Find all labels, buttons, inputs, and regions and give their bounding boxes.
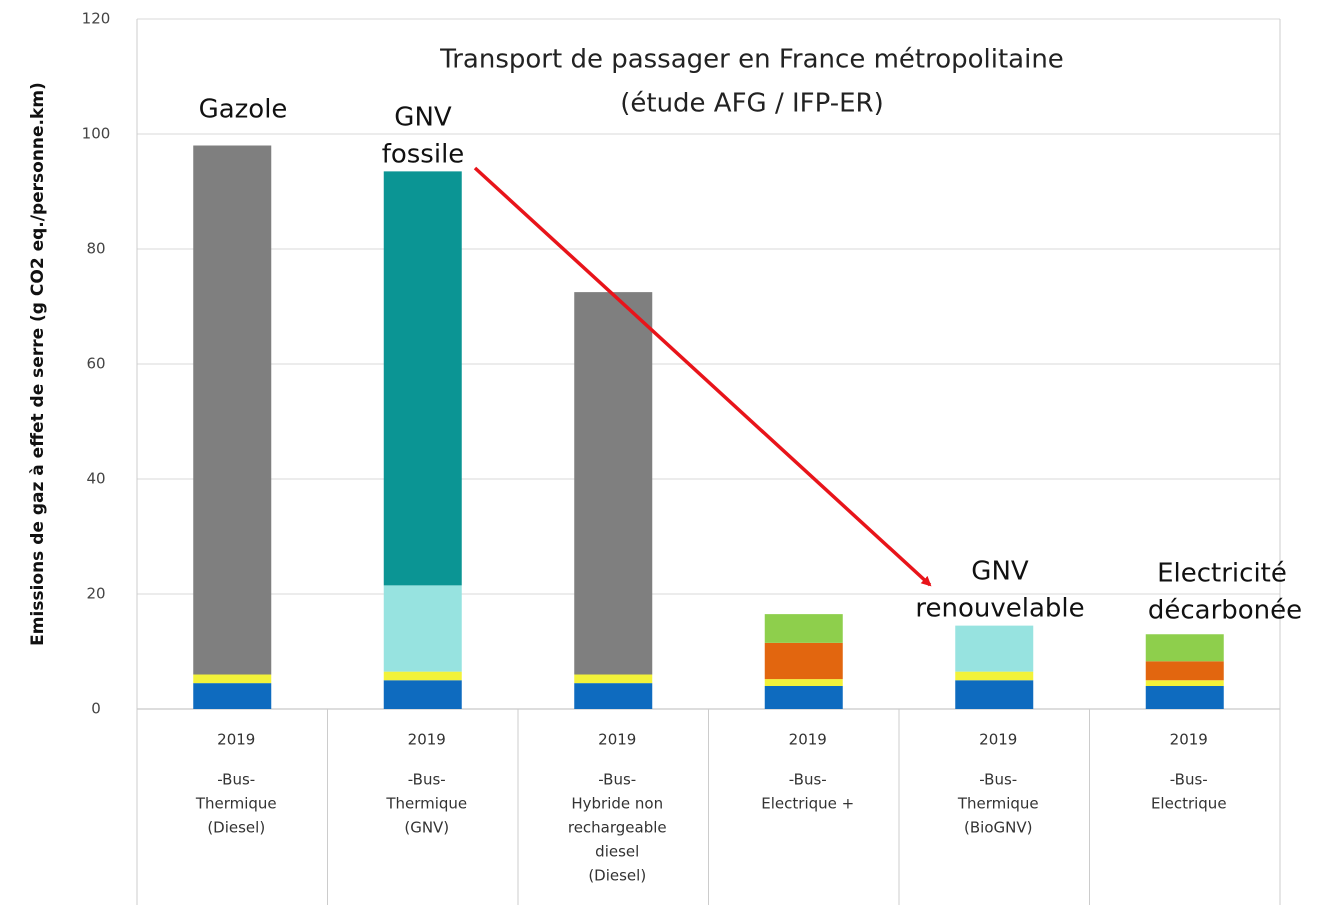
bar-segment [574, 674, 653, 684]
bar-segment [383, 171, 462, 586]
y-tick-label: 100 [82, 125, 111, 143]
x-tick-label: Hybride non [571, 795, 663, 813]
bar-segment [955, 625, 1034, 672]
x-tick-label: -Bus- [217, 771, 255, 789]
bar-segment [574, 292, 653, 675]
x-tick-label: (GNV) [404, 819, 449, 837]
x-tick-label: -Bus- [1170, 771, 1208, 789]
y-tick-label: 20 [86, 585, 105, 603]
bar-segment [764, 686, 843, 709]
bar-segment [955, 680, 1034, 709]
bar-segment [383, 671, 462, 681]
x-tick-label: Thermique [385, 795, 467, 813]
x-tick-label: 2019 [598, 731, 636, 749]
y-axis-label: Emissions de gaz à effet de serre (g CO2… [28, 82, 48, 646]
annotation: décarbonée [1148, 596, 1302, 626]
bar-segment [764, 679, 843, 686]
bar-segment [193, 145, 272, 675]
arrow [473, 166, 932, 587]
annotation: GNV [971, 557, 1029, 587]
chart-title: (étude AFG / IFP-ER) [620, 89, 884, 119]
bar-segment [193, 683, 272, 709]
x-tick-label: (Diesel) [588, 867, 646, 885]
y-tick-label: 60 [86, 355, 105, 373]
chart-title: Transport de passager en France métropol… [439, 45, 1064, 75]
x-tick-label: -Bus- [979, 771, 1017, 789]
y-tick-label: 80 [86, 240, 105, 258]
x-tick-label: -Bus- [408, 771, 446, 789]
bar-segment [574, 683, 653, 709]
bar-segment [1145, 680, 1224, 686]
bar-segment [764, 614, 843, 643]
bar-segment [383, 585, 462, 672]
bar-segment [764, 642, 843, 680]
annotation: Electricité [1157, 559, 1287, 589]
x-tick-label: -Bus- [789, 771, 827, 789]
x-tick-label: 2019 [979, 731, 1017, 749]
bar-segment [193, 674, 272, 684]
x-tick-label: -Bus- [598, 771, 636, 789]
bar-segment [383, 680, 462, 709]
x-tick-label: diesel [595, 843, 639, 861]
bar-segment [955, 671, 1034, 681]
x-tick-label: 2019 [1170, 731, 1208, 749]
bar-segment [1145, 661, 1224, 681]
x-tick-label: Electrique + [761, 795, 854, 813]
x-tick-label: (BioGNV) [964, 819, 1032, 837]
annotation: fossile [382, 140, 465, 170]
x-tick-label: 2019 [217, 731, 255, 749]
y-tick-label: 40 [86, 470, 105, 488]
annotation: renouvelable [915, 594, 1084, 624]
x-tick-label: (Diesel) [207, 819, 265, 837]
annotation: Gazole [199, 95, 288, 125]
x-tick-label: Thermique [195, 795, 277, 813]
x-tick-label: Electrique [1151, 795, 1227, 813]
x-tick-label: rechargeable [568, 819, 667, 837]
bar-segment [1145, 634, 1224, 662]
y-tick-label: 0 [91, 700, 101, 718]
x-tick-label: 2019 [789, 731, 827, 749]
x-tick-label: 2019 [408, 731, 446, 749]
annotation: GNV [394, 103, 452, 133]
bar-segment [1145, 686, 1224, 709]
x-tick-label: Thermique [957, 795, 1039, 813]
y-tick-label: 120 [82, 10, 111, 28]
